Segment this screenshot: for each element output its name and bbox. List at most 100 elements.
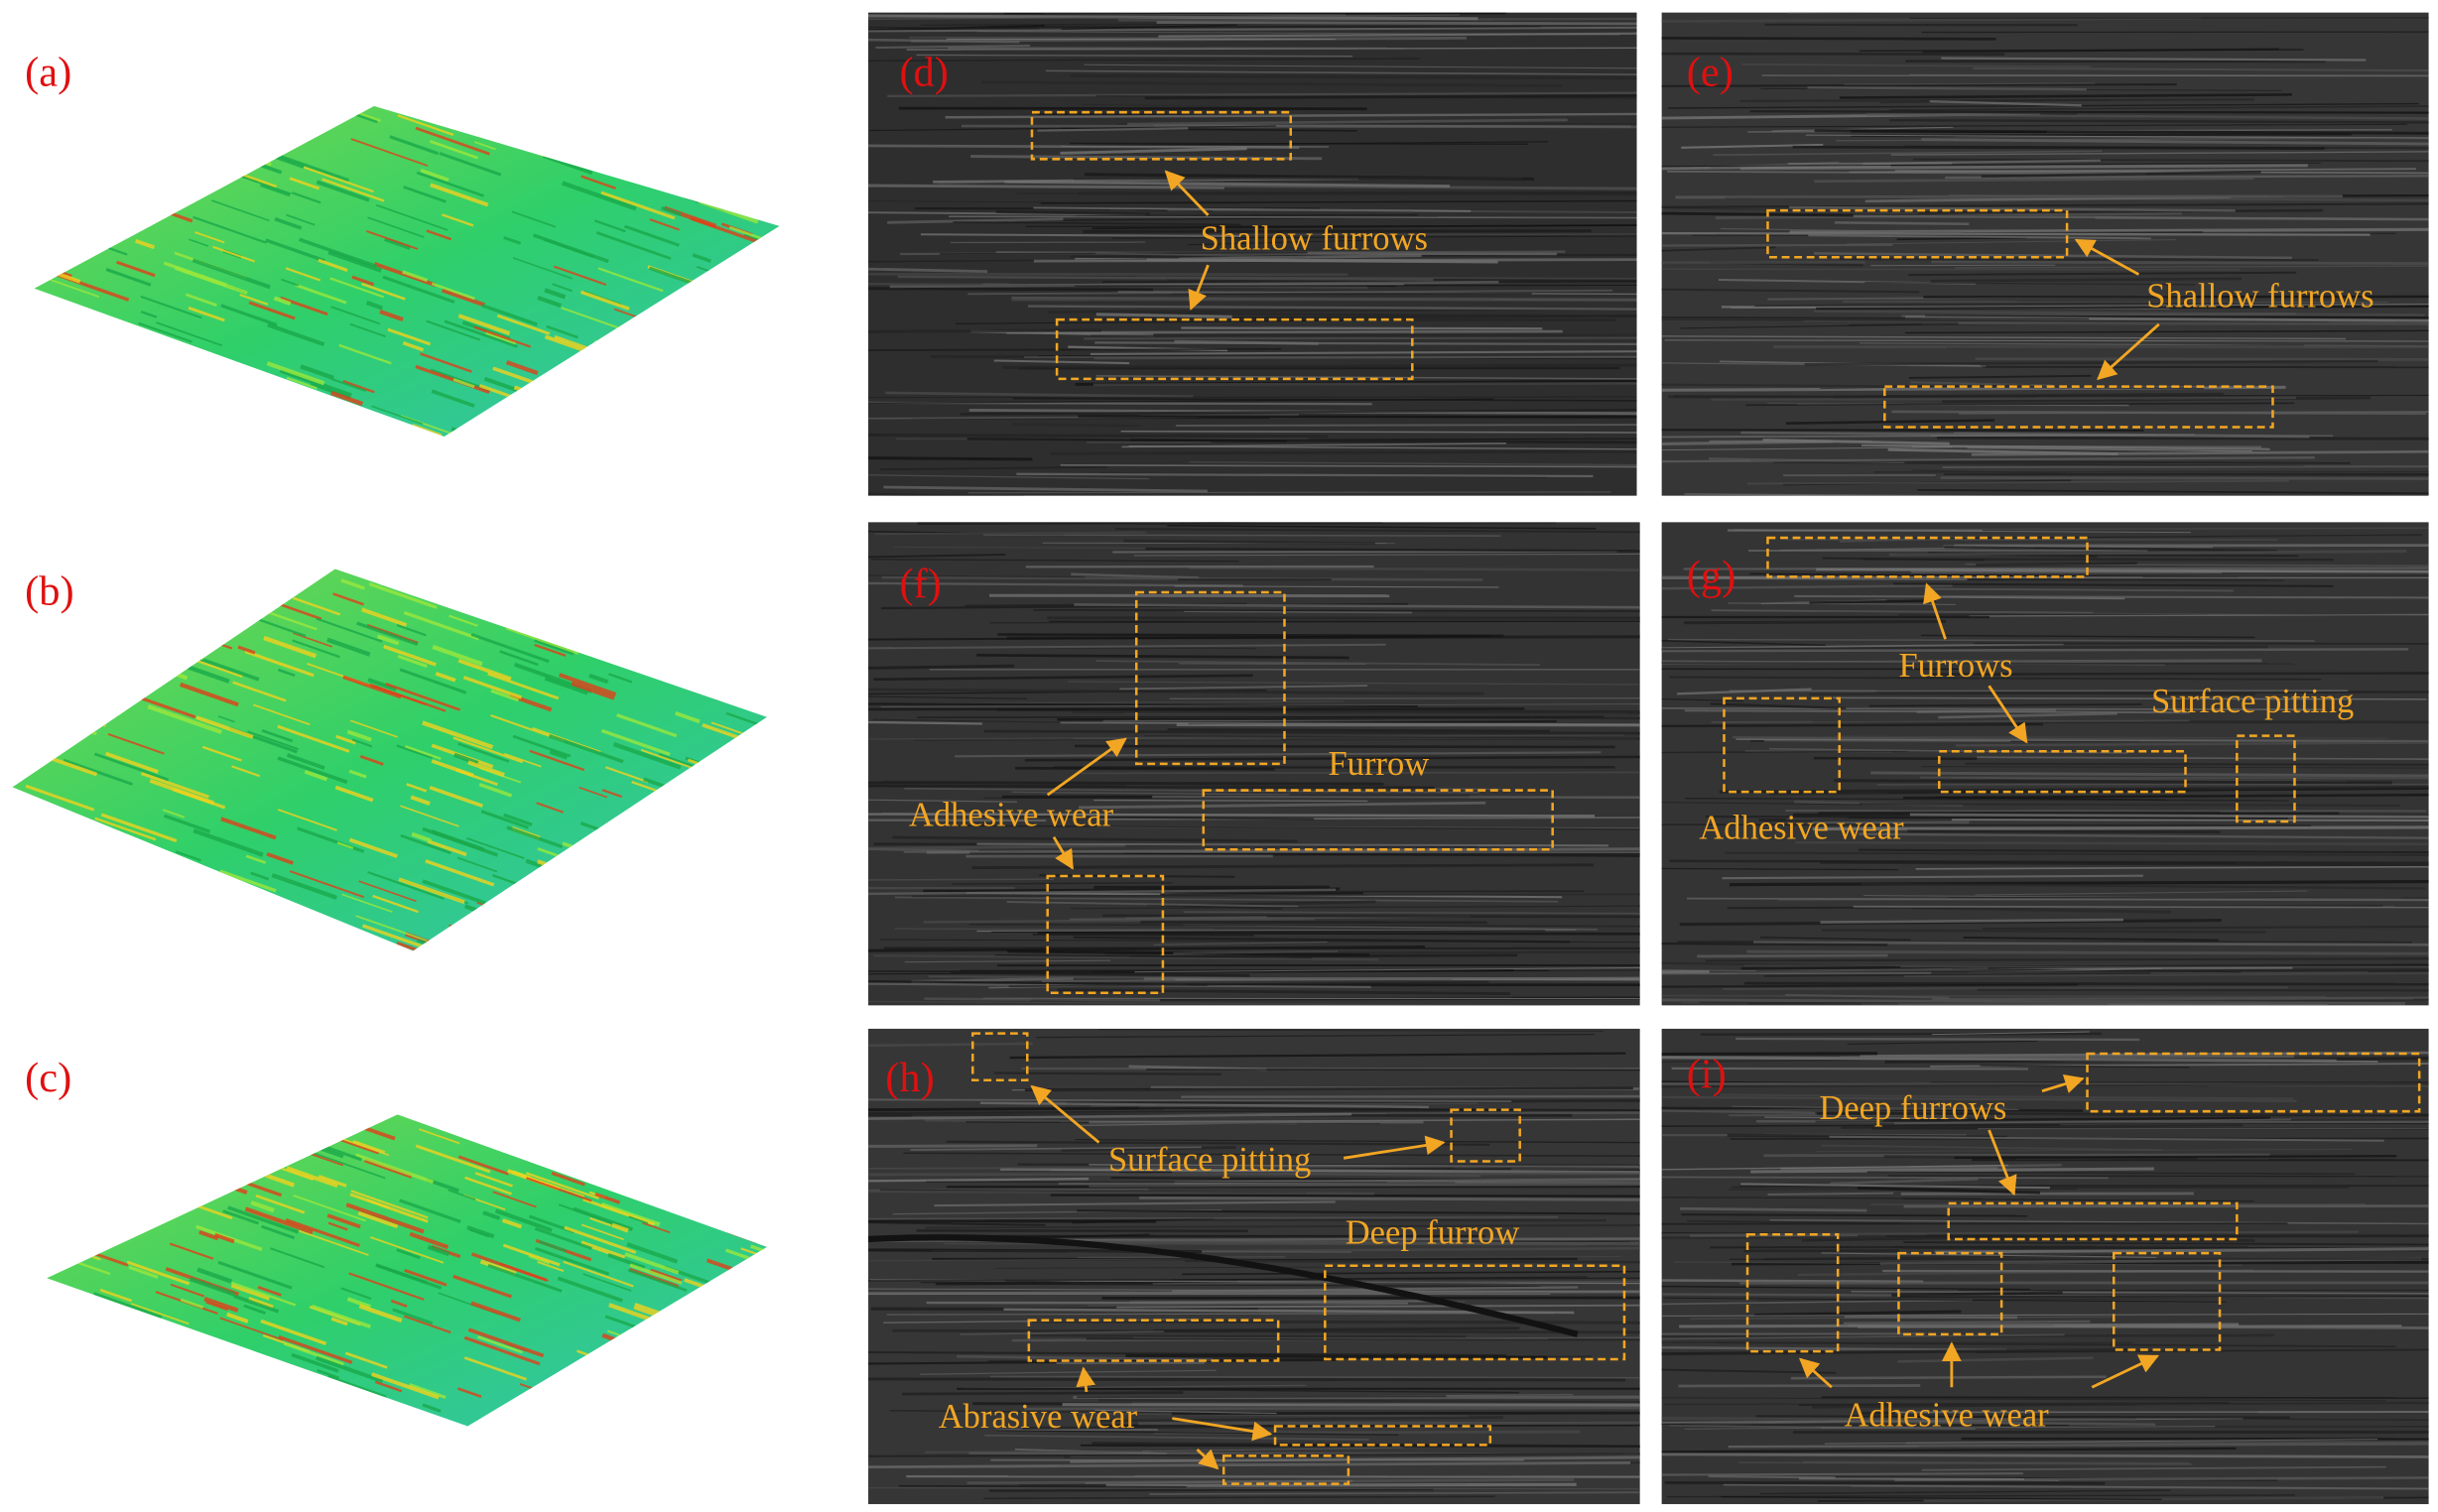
texture-stroke bbox=[868, 968, 1514, 973]
texture-stroke bbox=[706, 644, 730, 657]
texture-stroke bbox=[551, 943, 603, 951]
texture-stroke bbox=[481, 601, 545, 628]
texture-stroke bbox=[84, 117, 126, 134]
texture-stroke bbox=[390, 1299, 408, 1308]
texture-stroke bbox=[49, 393, 106, 417]
texture-stroke bbox=[244, 650, 315, 678]
region-box bbox=[1766, 208, 2069, 259]
texture-stroke bbox=[532, 895, 563, 909]
texture-stroke bbox=[1120, 430, 1637, 434]
texture-stroke bbox=[687, 1295, 719, 1310]
texture-stroke bbox=[1971, 449, 2429, 456]
texture-stroke bbox=[552, 283, 573, 293]
texture-stroke bbox=[1929, 99, 2082, 107]
arrow bbox=[1052, 835, 1075, 870]
texture-stroke bbox=[612, 742, 682, 770]
texture-stroke bbox=[955, 319, 1347, 324]
texture-stroke bbox=[577, 369, 631, 392]
texture-stroke bbox=[582, 1197, 655, 1226]
texture-stroke bbox=[1809, 599, 1936, 604]
texture-stroke bbox=[868, 554, 1006, 559]
texture-stroke bbox=[21, 870, 75, 893]
texture-stroke bbox=[1002, 363, 1637, 370]
texture-stroke bbox=[667, 636, 713, 656]
texture-stroke bbox=[229, 1356, 296, 1384]
texture-stroke bbox=[219, 1317, 284, 1341]
texture-stroke bbox=[203, 1296, 239, 1313]
texture-stroke bbox=[396, 623, 427, 637]
texture-stroke bbox=[357, 1210, 399, 1229]
texture-stroke bbox=[504, 752, 542, 768]
texture-stroke bbox=[85, 377, 111, 390]
texture-stroke bbox=[470, 633, 550, 664]
texture-stroke bbox=[103, 130, 148, 148]
texture-stroke bbox=[416, 171, 484, 197]
texture-stroke bbox=[284, 929, 357, 951]
texture-stroke bbox=[1661, 1055, 2337, 1063]
texture-stroke bbox=[546, 324, 578, 339]
texture-stroke bbox=[1101, 1296, 1640, 1300]
texture-stroke bbox=[132, 903, 209, 932]
texture-stroke bbox=[1822, 929, 2266, 934]
texture-stroke bbox=[93, 650, 164, 678]
texture-stroke bbox=[220, 304, 278, 327]
texture-stroke bbox=[563, 1260, 634, 1288]
annotation: Adhesive wear bbox=[1844, 1397, 2049, 1435]
texture-stroke bbox=[701, 815, 750, 834]
texture-stroke bbox=[628, 1215, 649, 1224]
texture-stroke bbox=[503, 813, 533, 826]
texture-stroke bbox=[292, 639, 340, 659]
texture-stroke bbox=[983, 534, 1501, 537]
texture-stroke bbox=[1966, 1121, 2429, 1125]
texture-stroke bbox=[312, 425, 371, 437]
texture-stroke bbox=[1012, 423, 1140, 428]
texture-stroke bbox=[480, 945, 501, 951]
texture-stroke bbox=[1144, 94, 1637, 100]
texture-stroke bbox=[1932, 996, 2429, 1001]
texture-stroke bbox=[952, 882, 1173, 885]
texture-stroke bbox=[80, 1142, 136, 1165]
texture-stroke bbox=[1882, 1116, 2271, 1122]
texture-stroke bbox=[1684, 619, 1947, 625]
texture-stroke bbox=[512, 257, 573, 280]
texture-stroke bbox=[1684, 797, 2289, 802]
texture-stroke bbox=[280, 296, 328, 316]
texture-stroke bbox=[868, 433, 1328, 439]
texture-stroke bbox=[690, 216, 768, 247]
texture-stroke bbox=[1091, 333, 1637, 337]
texture-stroke bbox=[72, 416, 118, 434]
texture-stroke bbox=[868, 58, 1420, 63]
texture-stroke bbox=[604, 146, 639, 163]
texture-stroke bbox=[525, 432, 558, 437]
texture-stroke bbox=[576, 131, 635, 155]
texture-stroke bbox=[420, 352, 472, 373]
texture-stroke bbox=[88, 597, 168, 627]
texture-stroke bbox=[989, 1375, 1640, 1379]
texture-stroke bbox=[1812, 825, 2429, 831]
texture-stroke bbox=[330, 306, 381, 325]
texture-stroke bbox=[64, 720, 97, 736]
texture-stroke bbox=[868, 702, 1418, 707]
texture-stroke bbox=[398, 877, 465, 905]
texture-stroke bbox=[580, 1240, 626, 1260]
texture-stroke bbox=[217, 1260, 293, 1290]
texture-stroke bbox=[180, 1298, 204, 1310]
texture-stroke bbox=[626, 630, 697, 657]
texture-stroke bbox=[138, 151, 192, 173]
texture-stroke bbox=[105, 268, 152, 287]
texture-stroke bbox=[1661, 1222, 2288, 1225]
texture-stroke bbox=[530, 1396, 605, 1425]
texture-stroke bbox=[132, 1404, 152, 1414]
texture-stroke bbox=[1136, 276, 1637, 280]
texture-stroke bbox=[1860, 1051, 2429, 1058]
texture-stroke bbox=[534, 643, 567, 658]
texture-stroke bbox=[397, 105, 421, 116]
texture-stroke bbox=[1033, 258, 1637, 263]
arrow bbox=[1172, 1417, 1273, 1442]
texture-stroke bbox=[1024, 1086, 1633, 1091]
texture-stroke bbox=[1050, 1194, 1640, 1197]
texture-stroke bbox=[1661, 162, 2321, 168]
texture-stroke bbox=[1917, 488, 2429, 495]
texture-stroke bbox=[596, 1363, 644, 1384]
texture-stroke bbox=[185, 293, 217, 307]
